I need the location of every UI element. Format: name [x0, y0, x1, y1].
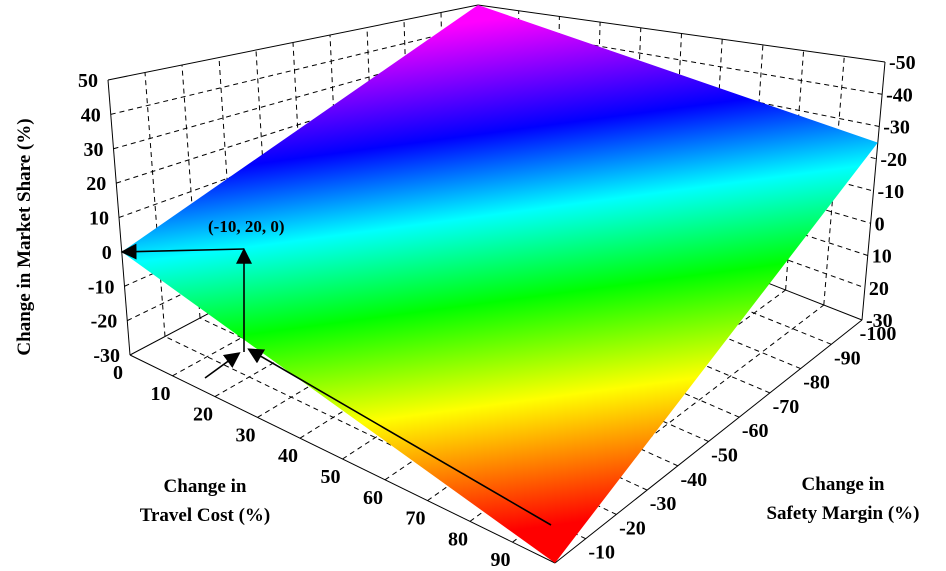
y-tick: -90: [834, 347, 861, 369]
y-tick: -40: [680, 469, 707, 491]
z-tick-left: 50: [78, 70, 98, 92]
frame-edge: [861, 61, 886, 321]
right-wall-gridline: [823, 56, 845, 306]
y-tick: -80: [803, 372, 830, 394]
z-tick-left: 40: [81, 104, 101, 126]
z-axis-label: Change in Market Share (%): [14, 118, 35, 355]
x-tick: 90: [491, 549, 511, 571]
y-tick: -70: [773, 396, 800, 418]
annotation-arrow-floor-2: [204, 352, 241, 379]
y-tick: -10: [588, 542, 615, 564]
z-tick-left: 10: [89, 208, 109, 230]
z-tick-left: -30: [93, 345, 120, 367]
x-tick: 30: [236, 424, 256, 446]
y-axis-label-line: Change in: [802, 474, 885, 495]
z-tick-right: -50: [889, 52, 916, 74]
x-axis-label-line: Change in: [164, 476, 247, 497]
z-tick-right: -30: [883, 117, 910, 139]
floor-gridline-x: [172, 184, 519, 377]
z-tick-right: -10: [878, 181, 905, 203]
floor-gridline-y: [164, 336, 586, 540]
annotation-arrow-floor: [247, 348, 552, 526]
z-tick-left: -20: [91, 311, 118, 333]
annotation-label: (-10, 20, 0): [208, 217, 284, 236]
annotation-arrow-left: [120, 243, 245, 260]
y-tick: -30: [650, 493, 677, 515]
x-tick: 20: [193, 404, 213, 426]
x-tick: 80: [448, 528, 468, 550]
z-tick-right: 0: [875, 213, 885, 235]
x-tick: 70: [406, 508, 426, 530]
x-tick: 0: [113, 362, 123, 384]
z-tick-left: 20: [86, 173, 106, 195]
y-tick: -100: [860, 323, 897, 345]
x-tick: 60: [363, 487, 383, 509]
z-tick-left: 0: [102, 242, 112, 264]
y-axis-label-line: Safety Margin (%): [766, 503, 919, 524]
x-tick: 50: [321, 466, 341, 488]
z-tick-right: -30: [866, 310, 893, 332]
left-wall-gridline: [181, 64, 201, 319]
z-tick-left: 30: [84, 139, 104, 161]
y-tick: -50: [711, 445, 738, 467]
frame-edge: [477, 4, 886, 63]
response-surface: [121, 5, 878, 563]
z-tick-right: -40: [886, 84, 913, 106]
z-tick-right: 10: [872, 246, 892, 268]
surface-layer: [121, 5, 878, 563]
tick-labels: 50403020100-10-20-30-50-40-30-20-1001020…: [78, 52, 916, 571]
z-tick-right: -20: [880, 149, 907, 171]
y-tick: -20: [619, 517, 646, 539]
annotation-layer: (-10, 20, 0): [120, 217, 552, 526]
axis-labels: Change in Market Share (%) Change in Trave…: [14, 118, 920, 526]
z-tick-left: -10: [88, 276, 115, 298]
x-axis-label-line: Travel Cost (%): [140, 505, 271, 526]
y-tick: -60: [742, 420, 769, 442]
x-tick: 10: [151, 383, 171, 405]
left-wall-gridline: [144, 72, 166, 337]
left-wall-gridline: [329, 34, 341, 245]
z-tick-right: 20: [869, 278, 889, 300]
x-tick: 40: [278, 445, 298, 467]
